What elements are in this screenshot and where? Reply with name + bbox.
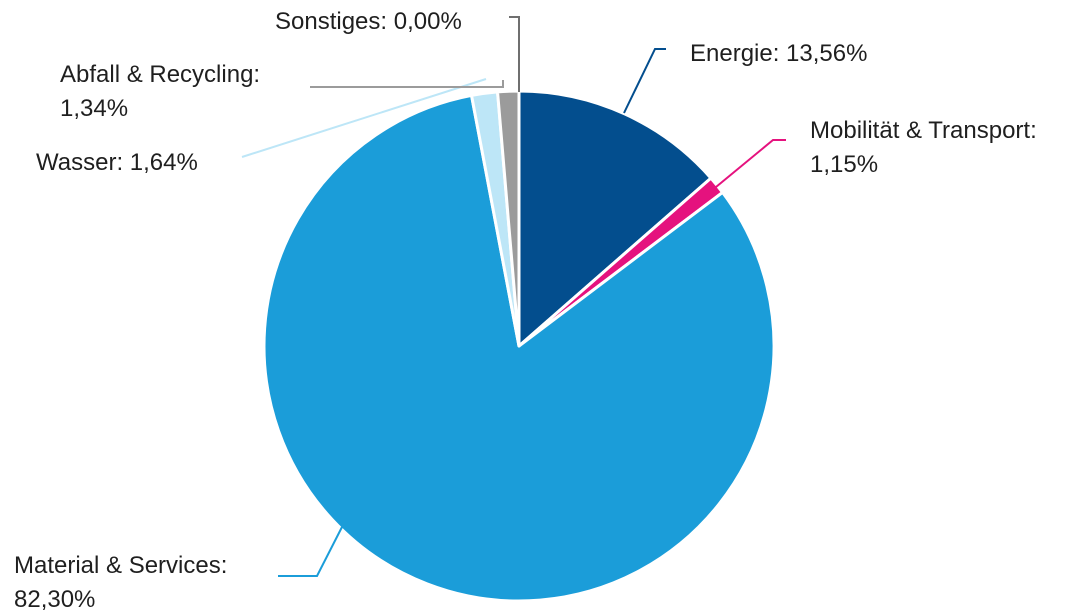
label-mobilitaet-and-transport: Mobilität & Transport: 1,15% (810, 117, 1037, 178)
leader-line-material-and-services (278, 526, 343, 577)
leader-line-energie (623, 48, 666, 114)
label-wasser: Wasser: 1,64% (36, 149, 198, 176)
slice-labels: Energie: 13,56% Mobilität & Transport: 1,1… (14, 8, 1037, 613)
label-abfall-and-recycling: Abfall & Recycling: 1,34% (60, 61, 260, 122)
leader-line-wasser (241, 78, 487, 158)
label-material-and-services: Material & Services: 82,30% (14, 552, 227, 613)
slice-material-and-services (262, 93, 776, 603)
leader-line-abfall-and-recycling (310, 80, 504, 88)
slice-energie (517, 89, 713, 348)
label-sonstiges: Sonstiges: 0,00% (275, 8, 462, 35)
leader-line-mobilitaet-and-transport (715, 139, 786, 188)
leader-line-sonstiges (509, 16, 520, 92)
pie-slices (262, 89, 776, 603)
label-energie: Energie: 13,56% (690, 40, 867, 67)
